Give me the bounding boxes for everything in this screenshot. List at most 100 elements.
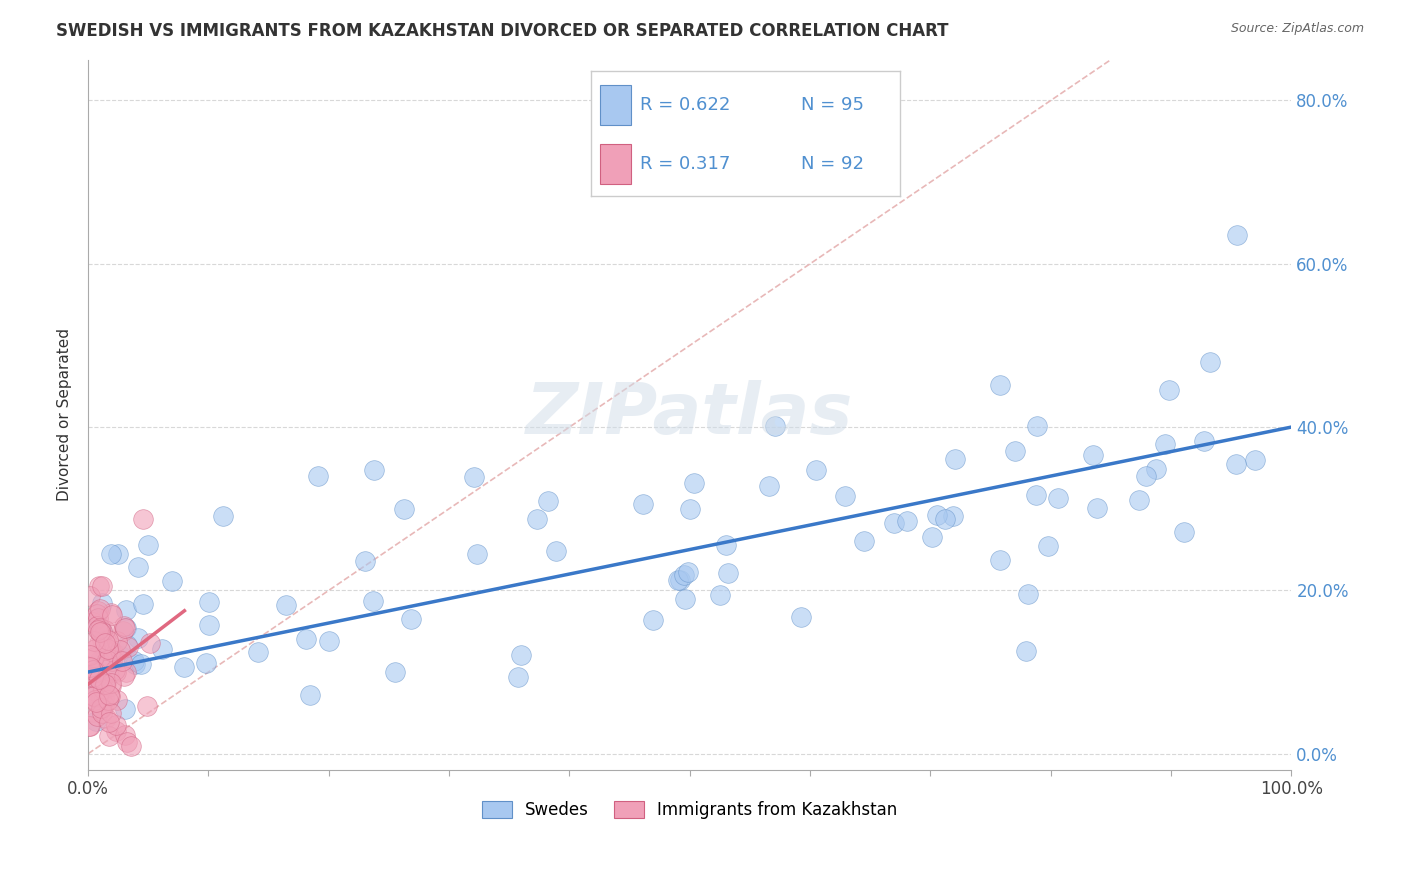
Point xyxy=(83,641,105,656)
Point xyxy=(1194,434,1216,448)
Point xyxy=(988,378,1011,392)
Point xyxy=(1025,488,1047,502)
Point xyxy=(318,634,340,648)
Point xyxy=(129,657,152,671)
Point xyxy=(537,493,560,508)
Point xyxy=(465,547,488,561)
Point xyxy=(1173,525,1195,540)
Point xyxy=(87,623,110,637)
Point xyxy=(87,636,110,650)
Point xyxy=(1153,436,1175,450)
Point xyxy=(122,654,145,668)
Point xyxy=(834,489,856,503)
Point xyxy=(1046,491,1069,505)
Point xyxy=(107,547,129,561)
Point xyxy=(89,602,111,616)
Point xyxy=(89,624,111,639)
Point xyxy=(97,693,120,707)
Point xyxy=(84,696,107,710)
Point xyxy=(988,553,1011,567)
Point xyxy=(79,660,101,674)
Point xyxy=(139,636,162,650)
Point xyxy=(1159,383,1181,397)
Point xyxy=(1017,587,1039,601)
Point xyxy=(152,641,174,656)
Point xyxy=(883,516,905,530)
Point xyxy=(392,502,415,516)
Point xyxy=(117,640,139,655)
Point xyxy=(94,633,117,648)
Point xyxy=(89,654,111,668)
Legend: Swedes, Immigrants from Kazakhstan: Swedes, Immigrants from Kazakhstan xyxy=(475,794,904,826)
Point xyxy=(934,512,956,526)
Point xyxy=(763,419,786,434)
Point xyxy=(79,718,101,732)
Point xyxy=(91,701,114,715)
Point xyxy=(91,624,114,638)
Point xyxy=(86,619,108,633)
Text: N = 92: N = 92 xyxy=(801,155,863,173)
Point xyxy=(86,708,108,723)
Point xyxy=(162,574,184,588)
Point xyxy=(115,665,138,679)
Point xyxy=(115,735,138,749)
Point xyxy=(104,724,127,739)
Point xyxy=(709,588,731,602)
Point xyxy=(673,567,696,582)
Point xyxy=(101,654,124,668)
Point xyxy=(197,618,219,632)
Point xyxy=(896,514,918,528)
Point xyxy=(104,663,127,677)
Point xyxy=(100,644,122,658)
Point xyxy=(89,621,111,635)
Point xyxy=(86,714,108,728)
Text: N = 95: N = 95 xyxy=(801,96,863,114)
Point xyxy=(90,625,112,640)
Point xyxy=(100,706,122,721)
Point xyxy=(136,538,159,552)
Point xyxy=(669,573,692,587)
Point xyxy=(105,634,128,648)
Point xyxy=(1226,228,1249,243)
Point xyxy=(96,653,118,667)
Point xyxy=(98,689,121,703)
Point xyxy=(714,538,737,552)
Point xyxy=(246,645,269,659)
Point xyxy=(173,660,195,674)
Point xyxy=(103,645,125,659)
Point xyxy=(295,632,318,646)
Point xyxy=(100,547,122,561)
Point xyxy=(853,534,876,549)
Bar xyxy=(600,144,631,184)
Point xyxy=(508,670,530,684)
Text: SWEDISH VS IMMIGRANTS FROM KAZAKHSTAN DIVORCED OR SEPARATED CORRELATION CHART: SWEDISH VS IMMIGRANTS FROM KAZAKHSTAN DI… xyxy=(56,22,949,40)
Point xyxy=(114,728,136,742)
Point xyxy=(79,719,101,733)
Point xyxy=(100,679,122,693)
Point xyxy=(127,560,149,574)
Point xyxy=(82,670,104,684)
Point xyxy=(97,665,120,680)
Point xyxy=(97,642,120,657)
Point xyxy=(86,607,108,621)
Point xyxy=(79,589,101,603)
Point xyxy=(132,598,155,612)
Point xyxy=(1036,539,1059,553)
Y-axis label: Divorced or Separated: Divorced or Separated xyxy=(58,328,72,501)
Point xyxy=(79,648,101,662)
Point xyxy=(100,675,122,690)
Point xyxy=(115,621,138,635)
Point xyxy=(90,626,112,640)
Point xyxy=(82,705,104,719)
Point xyxy=(127,631,149,645)
Point xyxy=(943,451,966,466)
Point xyxy=(83,689,105,703)
Text: Source: ZipAtlas.com: Source: ZipAtlas.com xyxy=(1230,22,1364,36)
Point xyxy=(87,604,110,618)
Point xyxy=(1244,453,1267,467)
Point xyxy=(717,566,740,581)
Point xyxy=(307,468,329,483)
Point xyxy=(112,669,135,683)
Point xyxy=(120,739,142,753)
Point xyxy=(86,611,108,625)
